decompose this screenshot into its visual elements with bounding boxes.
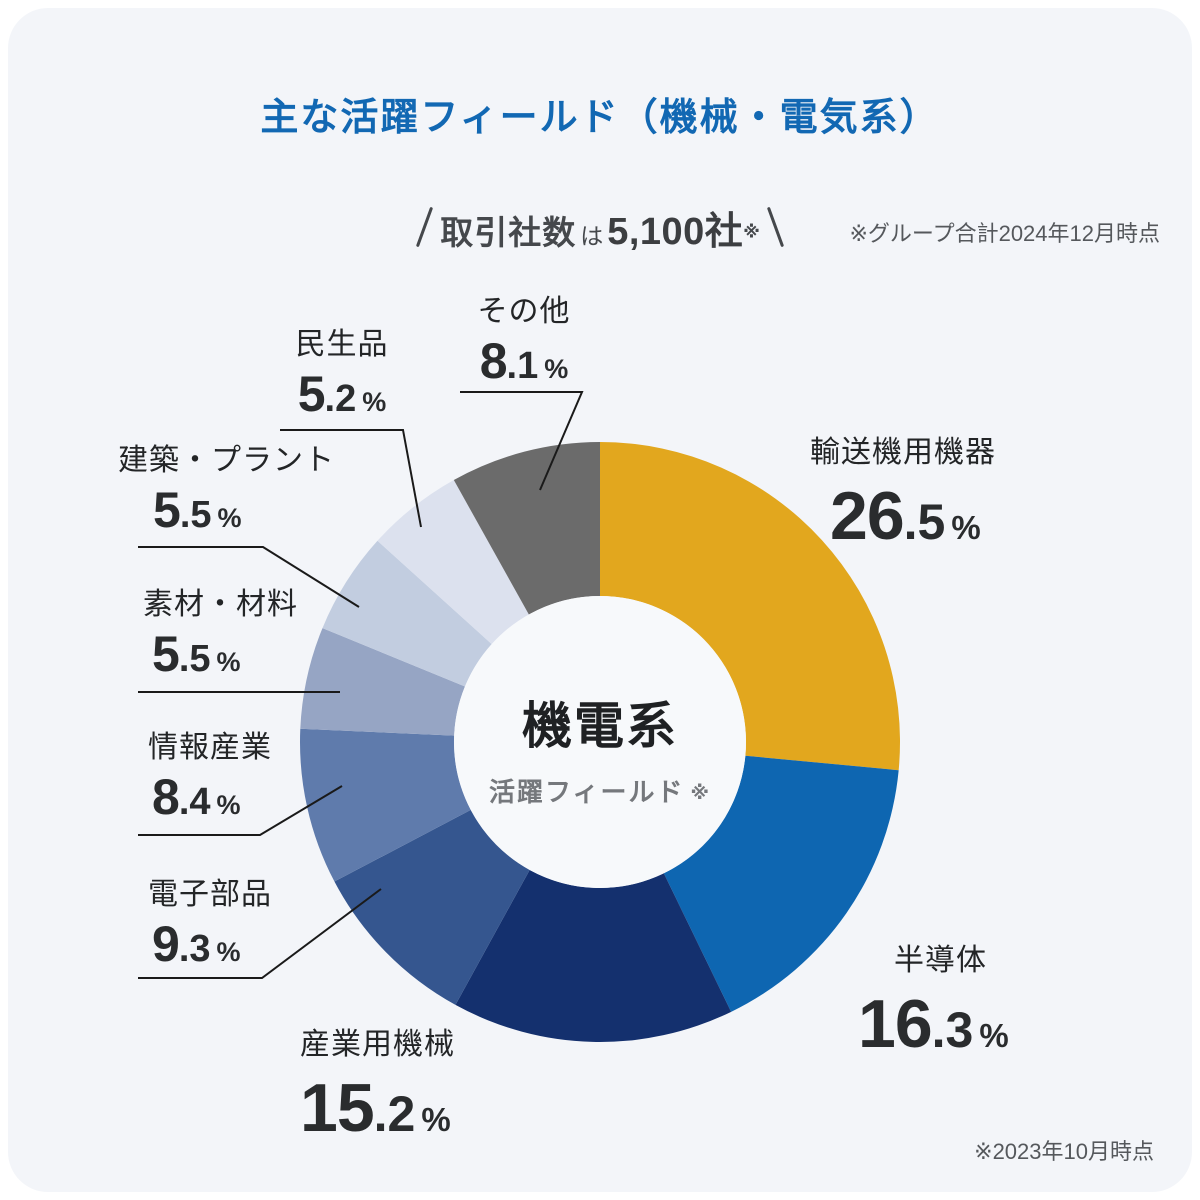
segment-value: 8.1% [479, 333, 569, 389]
donut-segment-construction-plant [322, 540, 492, 687]
subtitle-banner: 取引社数は 5,100社※ [0, 200, 1200, 254]
donut-segment-others [453, 442, 600, 615]
note-bottom-right: ※2023年10月時点 [974, 1139, 1154, 1164]
segment-value: 5.2% [297, 366, 387, 422]
segment-name: その他 [477, 295, 571, 328]
segment-value: 5.5% [152, 626, 241, 682]
segment-label-semiconductor: 半導体 16.3% [858, 944, 1009, 1079]
donut-center-sublabel-text: 活躍フィールド [489, 777, 685, 807]
segment-name: 電子部品 [148, 878, 272, 911]
subtitle-text: 取引社数は 5,100社※ [440, 200, 760, 255]
donut-segment-semiconductor [663, 755, 899, 1012]
subtitle-count: 5,100社 [607, 210, 744, 253]
donut-center-sublabel-mark: ※ [690, 783, 711, 804]
segment-name: 輸送機用機器 [810, 436, 996, 469]
segment-name: 建築・プラント [118, 444, 335, 477]
segment-value: 5.5% [153, 482, 242, 538]
leader-line-consumer-products [280, 429, 422, 528]
donut-segment-electronic-components [334, 809, 530, 1005]
segment-name: 素材・材料 [143, 588, 298, 621]
donut-segments [299, 442, 901, 1042]
segment-label-materials: 素材・材料 5.5% [143, 588, 298, 693]
segment-label-construction-plant: 建築・プラント 5.5% [118, 444, 335, 549]
donut-segment-transport-equipment [600, 442, 901, 771]
segment-label-electronic-components: 電子部品 9.3% [148, 878, 272, 983]
segment-value: 9.3% [152, 916, 241, 972]
donut-segment-materials [300, 628, 465, 736]
segment-label-industrial-machinery: 産業用機械 15.2% [300, 1028, 455, 1163]
donut-segment-consumer-products [377, 480, 529, 645]
leader-line-others [460, 391, 584, 491]
segment-name: 産業用機械 [300, 1028, 455, 1061]
segment-label-transport-equipment: 輸送機用機器 26.5% [810, 436, 996, 571]
segment-label-others: その他 8.1% [458, 295, 590, 400]
donut-hole [454, 596, 746, 888]
leader-line-electronic-components [138, 888, 382, 979]
leader-line-construction-plant [138, 546, 360, 608]
page-title: 主な活躍フィールド（機械・電気系） [260, 97, 940, 139]
subtitle-asterisk: ※ [743, 222, 760, 242]
donut-segment-industrial-machinery [455, 869, 732, 1042]
segment-name: 民生品 [295, 328, 389, 361]
segment-value: 8.4% [152, 769, 241, 825]
donut-segment-information-industry [299, 728, 471, 882]
segment-value: 16.3% [858, 986, 1009, 1062]
leader-line-information-industry [138, 785, 343, 836]
segment-value: 26.5% [830, 478, 981, 554]
segment-name: 半導体 [894, 944, 987, 977]
note-top-right: ※グループ合計2024年12月時点 [849, 221, 1160, 246]
segment-name: 情報産業 [148, 731, 272, 764]
donut-center-label: 機電系 [522, 698, 678, 754]
subtitle-prefix: 取引社数 [440, 213, 577, 251]
segment-label-information-industry: 情報産業 8.4% [148, 731, 272, 836]
subtitle-particle: は [580, 222, 604, 249]
donut-center-sublabel: 活躍フィールド ※ [0, 772, 1200, 809]
leader-lines [138, 391, 584, 979]
segment-label-consumer-products: 民生品 5.2% [279, 328, 405, 433]
segment-value: 15.2% [300, 1070, 451, 1146]
